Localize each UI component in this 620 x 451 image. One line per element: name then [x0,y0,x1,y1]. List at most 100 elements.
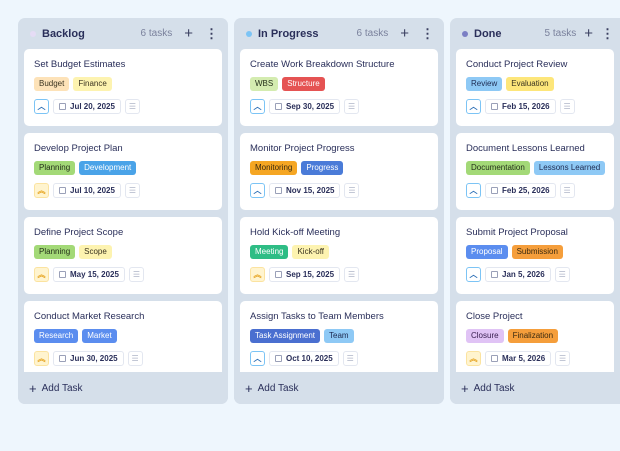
task-title: Set Budget Estimates [34,59,126,70]
priority-urgent-icon[interactable]: ︽ [250,267,265,282]
due-date-label: May 15, 2025 [70,270,119,279]
task-card[interactable]: Monitor Project Progress Monitoring Progr… [240,133,438,210]
notes-icon[interactable]: ☰ [124,99,140,114]
task-card[interactable]: Hold Kick-off Meeting Meeting Kick-off ︽ … [240,217,438,294]
due-date[interactable]: Feb 15, 2026 [485,99,556,114]
notes-icon[interactable]: ☰ [342,351,358,366]
priority-high-icon[interactable]: ︿ [250,99,265,114]
due-date-label: Jan 5, 2026 [502,270,545,279]
priority-urgent-icon[interactable]: ︽ [466,351,481,366]
priority-high-icon[interactable]: ︿ [250,183,265,198]
tag: Review [466,77,503,91]
add-task-button[interactable]: + Add Task [450,372,620,404]
due-date[interactable]: Oct 10, 2025 [269,351,339,366]
due-date[interactable]: Jun 30, 2025 [53,351,124,366]
notes-icon[interactable]: ☰ [554,267,570,282]
tag-list: Meeting Kick-off [250,245,428,259]
tag-list: Closure Finalization [466,329,604,343]
notes-icon[interactable]: ☰ [128,267,144,282]
task-card[interactable]: Close Project Closure Finalization ︽ Mar … [456,301,614,378]
column-header: Done 5 tasks + ⋮ [450,18,620,49]
task-title: Document Lessons Learned [466,143,585,154]
task-title: Monitor Project Progress [250,143,355,154]
tag: Progress [301,161,344,175]
due-date[interactable]: May 15, 2025 [53,267,125,282]
column-in-progress: In Progress 6 tasks + ⋮ Create Work Brea… [234,18,444,404]
priority-high-icon[interactable]: ︿ [466,183,481,198]
notes-icon[interactable]: ☰ [344,183,360,198]
status-dot-icon [246,30,252,37]
due-date[interactable]: Sep 15, 2025 [269,267,341,282]
task-title: Hold Kick-off Meeting [250,227,341,238]
add-task-button[interactable]: + Add Task [18,372,228,404]
task-card[interactable]: Set Budget Estimates Budget Finance ︿ Jul… [24,49,222,126]
task-title: Create Work Breakdown Structure [250,59,395,70]
plus-icon: + [245,380,253,396]
add-task-label: Add Task [473,382,515,394]
task-title: Develop Project Plan [34,143,123,154]
task-card[interactable]: Conduct Project Review Review Evaluation … [456,49,614,126]
calendar-icon [59,271,66,278]
column-done: Done 5 tasks + ⋮ Conduct Project Review … [450,18,620,404]
priority-high-icon[interactable]: ︿ [250,351,265,366]
task-card[interactable]: Create Work Breakdown Structure WBS Struc… [240,49,438,126]
calendar-icon [491,187,498,194]
task-count: 5 tasks [544,28,577,39]
notes-icon[interactable]: ☰ [344,99,360,114]
tag: Structure [282,77,325,91]
tag: Research [34,329,79,343]
add-task-button[interactable]: + Add Task [234,372,444,404]
more-options-icon[interactable]: ⋮ [205,26,218,41]
tag-list: WBS Structure [250,77,428,91]
due-date[interactable]: Mar 5, 2026 [485,351,552,366]
tag: Development [79,161,137,175]
notes-icon[interactable]: ☰ [559,99,575,114]
task-card[interactable]: Assign Tasks to Team Members Task Assign… [240,301,438,378]
task-card[interactable]: Develop Project Plan Planning Development… [24,133,222,210]
add-task-label: Add Task [41,382,83,394]
due-date[interactable]: Sep 30, 2025 [269,99,341,114]
add-task-label: Add Task [257,382,299,394]
notes-icon[interactable]: ☰ [559,183,575,198]
due-date[interactable]: Nov 15, 2025 [269,183,341,198]
calendar-icon [275,355,282,362]
tag: Planning [34,245,76,259]
tag-list: Task Assignment Team [250,329,428,343]
tag-list: Planning Scope [34,245,212,259]
more-options-icon[interactable]: ⋮ [421,26,434,41]
tag: Meeting [250,245,289,259]
tag: Monitoring [250,161,298,175]
due-date[interactable]: Jul 20, 2025 [53,99,121,114]
due-date[interactable]: Jul 10, 2025 [53,183,121,198]
due-date[interactable]: Feb 25, 2026 [485,183,556,198]
priority-urgent-icon[interactable]: ︽ [34,267,49,282]
priority-high-icon[interactable]: ︿ [466,267,481,282]
due-date[interactable]: Jan 5, 2026 [485,267,551,282]
notes-icon[interactable]: ☰ [344,267,360,282]
task-card[interactable]: Define Project Scope Planning Scope ︽ May… [24,217,222,294]
priority-high-icon[interactable]: ︿ [34,99,49,114]
tag-list: Proposal Submission [466,245,604,259]
task-count: 6 tasks [356,28,389,39]
task-title: Assign Tasks to Team Members [250,311,384,322]
notes-icon[interactable]: ☰ [127,351,143,366]
status-dot-icon [462,30,468,37]
tag: Market [82,329,117,343]
task-card[interactable]: Conduct Market Research Research Market ︽… [24,301,222,378]
notes-icon[interactable]: ☰ [124,183,140,198]
add-icon[interactable]: + [400,25,409,42]
notes-icon[interactable]: ☰ [555,351,571,366]
due-date-label: Sep 15, 2025 [286,270,335,279]
calendar-icon [491,355,498,362]
task-card[interactable]: Submit Project Proposal Proposal Submissi… [456,217,614,294]
add-icon[interactable]: + [584,25,593,42]
priority-high-icon[interactable]: ︿ [466,99,481,114]
task-card[interactable]: Document Lessons Learned Documentation Le… [456,133,614,210]
more-options-icon[interactable]: ⋮ [601,26,614,41]
task-title: Close Project [466,311,523,322]
add-icon[interactable]: + [184,25,193,42]
priority-urgent-icon[interactable]: ︽ [34,183,49,198]
due-date-label: Nov 15, 2025 [286,186,335,195]
priority-urgent-icon[interactable]: ︽ [34,351,49,366]
tag: Budget [34,77,70,91]
